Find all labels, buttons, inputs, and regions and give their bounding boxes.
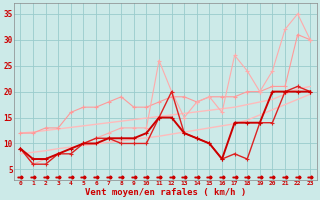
- X-axis label: Vent moyen/en rafales ( km/h ): Vent moyen/en rafales ( km/h ): [85, 188, 246, 197]
